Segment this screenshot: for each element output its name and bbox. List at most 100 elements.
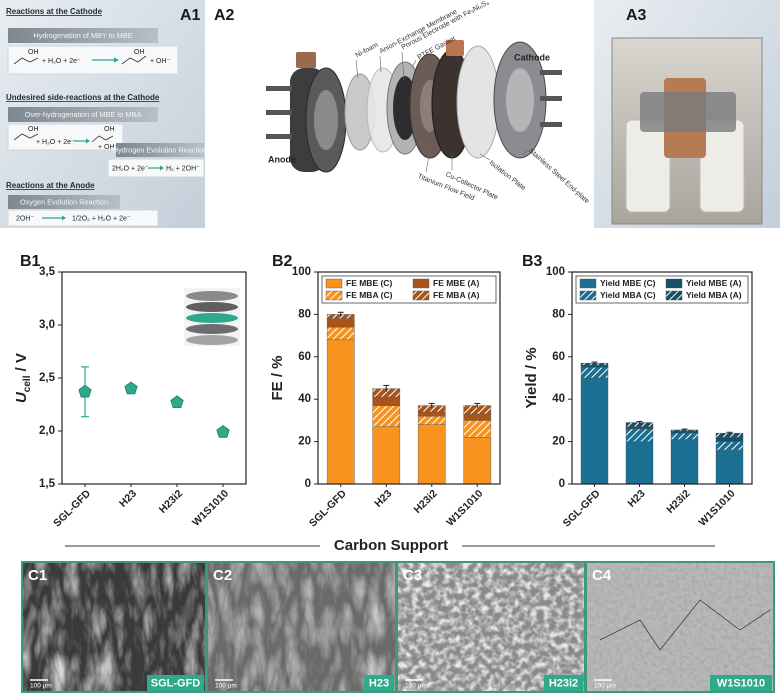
products: + OH⁻: [98, 144, 119, 151]
molecule-label: OH: [104, 126, 115, 133]
x-tick-label: H23: [625, 487, 647, 509]
anode-flow-field: [314, 90, 338, 150]
y-tick-label: 40: [552, 393, 565, 405]
arrow-head: [86, 138, 90, 144]
bar-segment: [670, 432, 699, 440]
bar-segment: [625, 441, 654, 485]
reaction-box: [8, 195, 120, 209]
plot-frame: [317, 271, 501, 485]
bar-segment: [372, 396, 401, 406]
tab: [446, 40, 464, 56]
leader-line: [479, 153, 491, 161]
panel-label: C2: [213, 567, 232, 584]
panel-label: A2: [214, 7, 235, 24]
panel-a1: A1 Reactions at the Cathode Hydrogenatio…: [0, 0, 207, 228]
molecule: [121, 55, 147, 65]
fitting: [266, 86, 292, 91]
tag-background: [147, 675, 204, 691]
panel-c4: C4 100 µm W1S1010: [585, 561, 775, 693]
reaction-title: Hydrogenation of MBY to MBE: [33, 31, 132, 40]
legend-swatch: [579, 278, 597, 289]
x-tick-label: H23i2: [664, 487, 692, 515]
micrograph-texture: [207, 562, 396, 692]
y-tick-label: 3,5: [39, 266, 56, 278]
tag-background: [364, 675, 394, 691]
y-tick-label: 60: [552, 351, 565, 363]
bar-segment: [326, 339, 355, 485]
y-tick-label: 2,0: [39, 425, 55, 437]
leader-line: [355, 59, 359, 79]
molecule-label: OH: [28, 49, 39, 56]
panel-label: A1: [180, 7, 201, 24]
reaction-box: [8, 107, 158, 122]
bar-segment: [417, 415, 446, 425]
y-axis-label: Yield / %: [523, 347, 540, 408]
bar-segment: [463, 437, 492, 485]
scale-label: 100 µm: [594, 683, 616, 690]
legend-label: FE MBA (C): [346, 290, 393, 300]
legend-box: [321, 275, 497, 304]
legend-swatch: [412, 290, 430, 301]
molecule: [13, 133, 39, 141]
x-tick-label: SGL-GFD: [51, 487, 93, 529]
legend-swatch: [665, 290, 683, 301]
reactants: + H₂O + 2e⁻: [36, 139, 75, 146]
legend-swatch: [579, 290, 597, 301]
plot-frame: [571, 271, 753, 485]
tab: [296, 52, 316, 68]
panel-c3: C3 100 µm H23i2: [396, 561, 586, 693]
scale-label: 100 µm: [215, 683, 237, 690]
reaction-title: Oxygen Evolution Reaction: [20, 197, 108, 206]
frame: [585, 561, 775, 693]
tag-background: [710, 675, 772, 691]
scale-label: 100 µm: [30, 683, 52, 690]
layer: [186, 324, 238, 334]
y-axis-label-part: cell: [22, 375, 33, 392]
photo-block: [699, 119, 745, 213]
bar-segment: [670, 430, 699, 434]
bar-segment: [580, 367, 609, 379]
x-tick-label: H23i2: [412, 487, 440, 515]
reactants: 2OH⁻: [16, 215, 34, 222]
panel-label: B1: [20, 253, 41, 270]
y-tick-label: 60: [298, 351, 311, 363]
panel-c2: C2 100 µm H23: [206, 561, 397, 693]
micrograph-texture: [586, 562, 774, 692]
bar-segment: [372, 426, 401, 485]
layer: [186, 335, 238, 345]
legend-label: Yield MBA (C): [600, 290, 656, 300]
fitting: [540, 96, 562, 101]
bar-segment: [715, 449, 744, 485]
chart: 0 20 40 60 80 100 Yield / % SGL-GFD H23 H23i2 W1S1…: [523, 266, 753, 529]
bar-segment: [417, 411, 446, 417]
bar-segment: [463, 413, 492, 421]
layer: [186, 302, 238, 312]
point: [78, 384, 92, 398]
y-tick-label: 80: [552, 308, 565, 320]
reaction-title: Hydrogen Evolution Reaction: [113, 145, 208, 154]
equation-box: [7, 209, 159, 227]
fitting: [266, 134, 292, 139]
legend-swatch: [325, 290, 343, 301]
reactants: 2H₂O + 2e⁻: [112, 165, 149, 172]
plot-frame: [61, 271, 247, 485]
bar-segment: [715, 441, 744, 451]
fitting: [540, 122, 562, 127]
reaction-box: [116, 143, 204, 157]
y-axis-label: Ucell / V: [13, 353, 33, 403]
legend-box: [575, 275, 749, 304]
isolation-plate: [456, 45, 500, 159]
layer: [186, 291, 238, 301]
y-tick-label: 3,0: [39, 319, 55, 331]
y-axis-label-part: / V: [13, 353, 30, 376]
reactants: + H₂O + 2e⁻: [42, 58, 81, 65]
bar-segment: [372, 405, 401, 427]
legend-label: FE MBA (A): [433, 290, 480, 300]
tag: H23i2: [549, 677, 578, 689]
anode-label: Anode: [268, 154, 296, 164]
cathode-face: [506, 68, 534, 132]
y-tick-label: 2,5: [39, 372, 56, 384]
y-tick-label: 40: [298, 393, 311, 405]
arrow-head: [160, 165, 164, 171]
point: [124, 381, 138, 395]
